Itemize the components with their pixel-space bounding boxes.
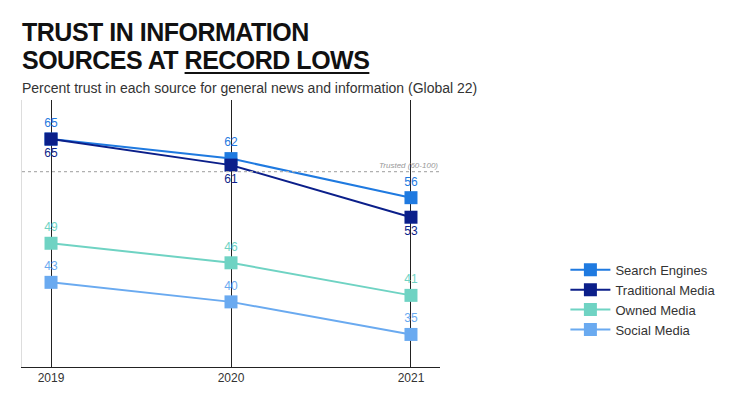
svg-text:62: 62 xyxy=(224,135,238,149)
svg-text:56: 56 xyxy=(404,175,418,189)
svg-text:41: 41 xyxy=(404,272,418,286)
html-text:TRUST IN INFORMATION: TRUST IN INFORMATION xyxy=(22,18,309,46)
svg-text:2021: 2021 xyxy=(398,371,425,385)
svg-text:53: 53 xyxy=(404,224,418,238)
svg-text:Owned Media: Owned Media xyxy=(615,303,696,318)
svg-text:65: 65 xyxy=(44,116,58,130)
svg-text:43: 43 xyxy=(44,259,58,273)
html-text:Percent trust in each source f: Percent trust in each source for general… xyxy=(22,80,478,96)
svg-text:Social Media: Social Media xyxy=(615,323,690,338)
svg-text:46: 46 xyxy=(224,240,238,254)
svg-text:2020: 2020 xyxy=(218,371,245,385)
svg-text:Traditional Media: Traditional Media xyxy=(615,283,715,298)
svg-text:61: 61 xyxy=(224,172,238,186)
svg-text:49: 49 xyxy=(44,220,58,234)
svg-text:40: 40 xyxy=(224,279,238,293)
svg-text:Search Engines: Search Engines xyxy=(615,263,707,278)
svg-text:35: 35 xyxy=(404,311,418,325)
svg-text:65: 65 xyxy=(44,146,58,160)
svg-text:2019: 2019 xyxy=(38,371,65,385)
svg-text:Trusted (60-100): Trusted (60-100) xyxy=(379,161,438,170)
html-text:SOURCES AT RECORD LOWS: SOURCES AT RECORD LOWS xyxy=(22,46,370,74)
